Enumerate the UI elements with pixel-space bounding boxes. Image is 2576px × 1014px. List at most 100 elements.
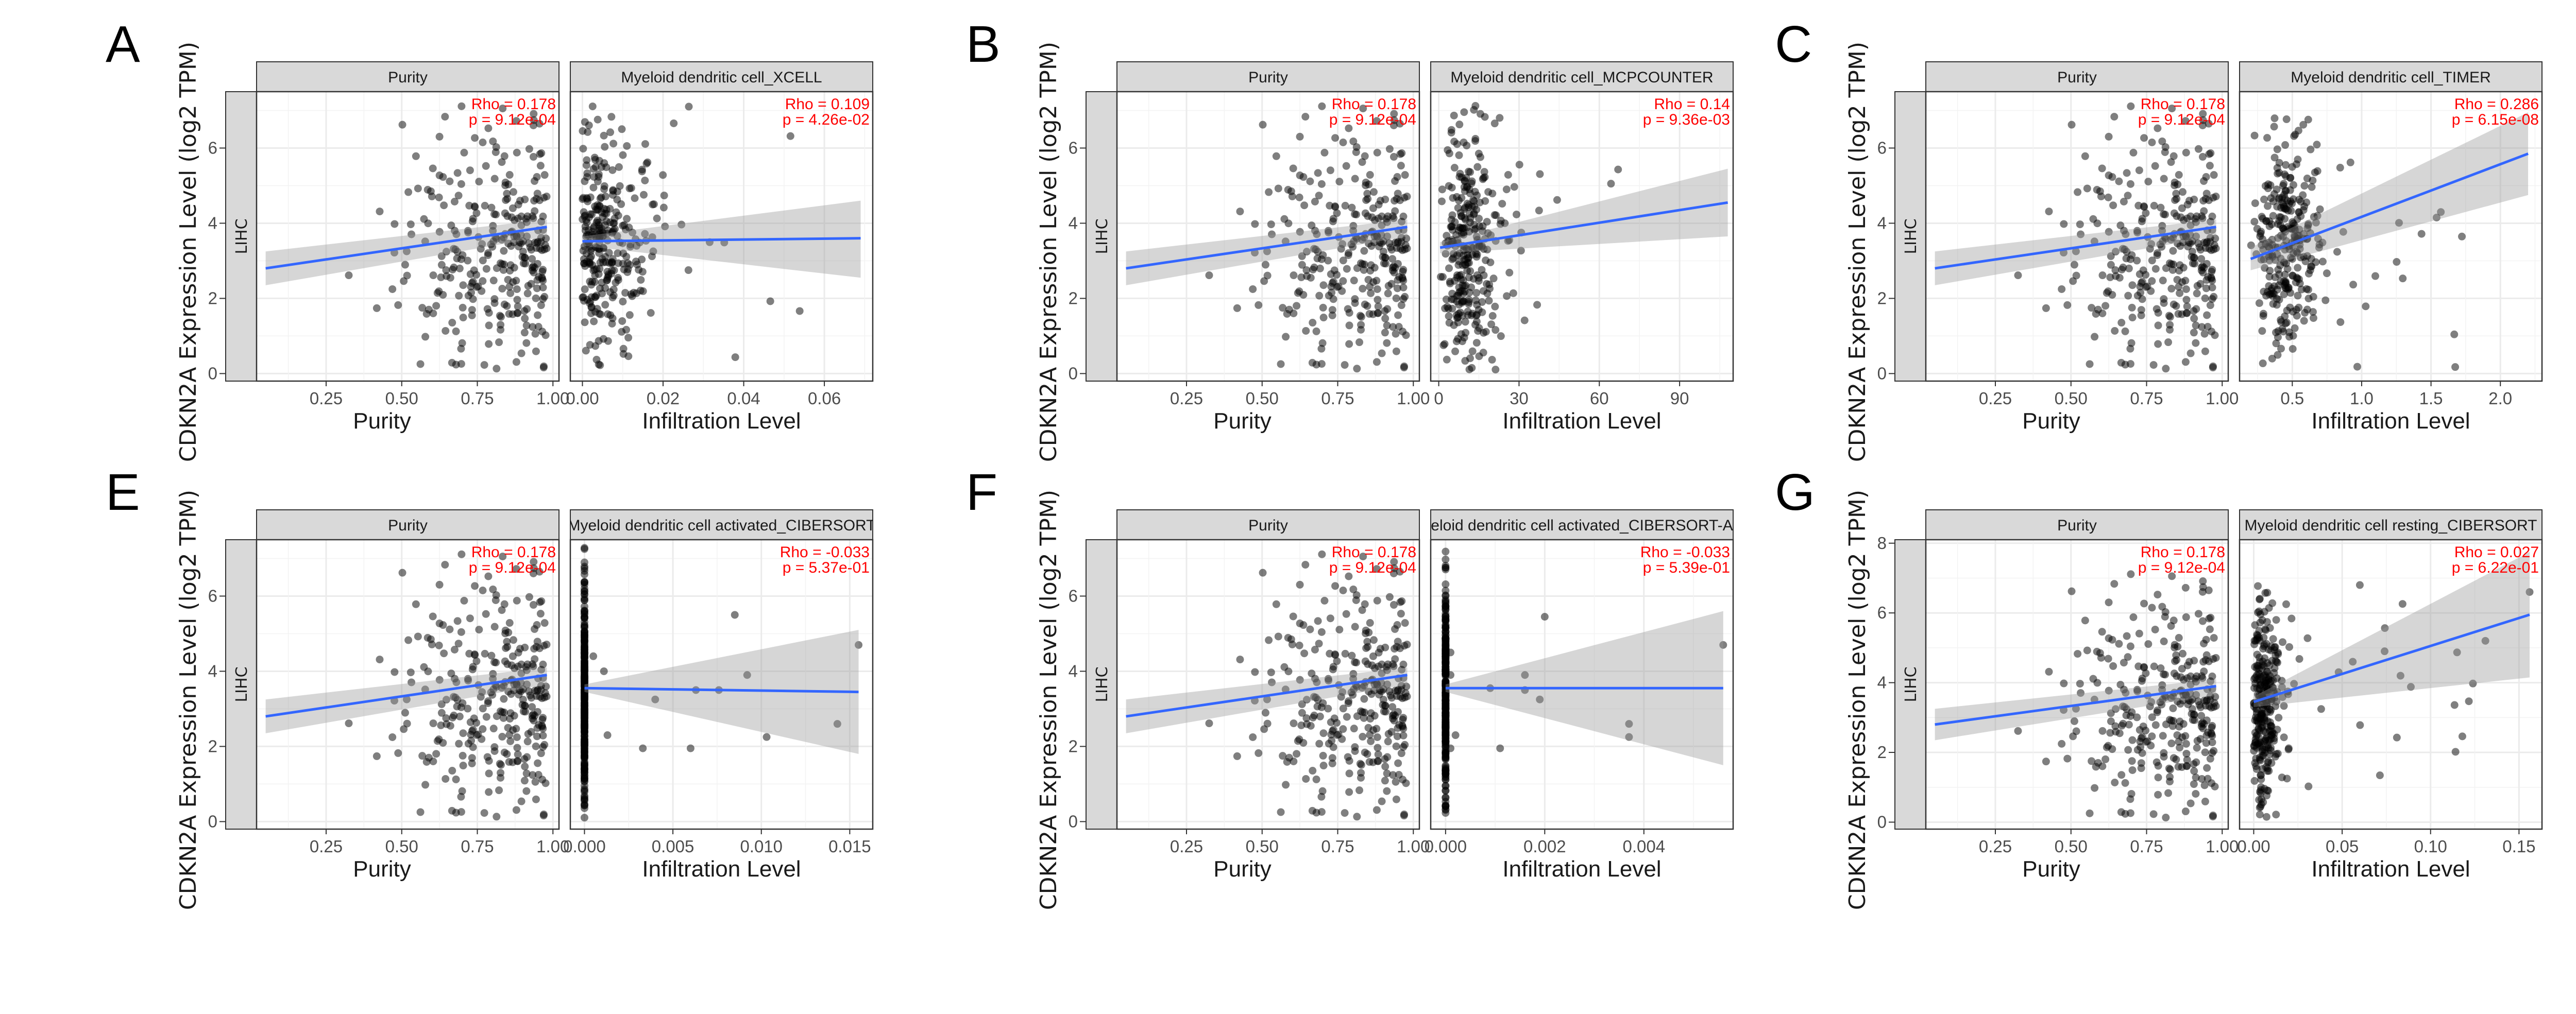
data-point [1458,212,1466,220]
x-tick-label: 0.75 [1321,389,1354,408]
data-point [1372,806,1381,814]
data-point [1535,207,1543,215]
data-point [376,208,384,216]
data-point [1339,725,1347,733]
data-point [1345,697,1353,705]
data-point [2060,679,2068,688]
p-value-label: p = 9.36e-03 [1643,111,1730,128]
data-point [1343,265,1351,273]
data-point [1402,234,1411,243]
data-point [1450,321,1458,329]
data-point [523,289,532,298]
data-point [2184,243,2192,251]
data-point [540,619,549,627]
data-point [515,691,523,699]
facet-strip [570,509,873,540]
data-point [2303,634,2312,642]
plot-area [1117,540,1419,829]
data-point [614,273,622,282]
data-point [533,732,541,741]
data-point [538,715,547,724]
x-tick-label: 0.50 [385,389,418,408]
data-point [2281,141,2290,149]
row-strip [1894,539,1926,830]
data-point [2258,616,2266,624]
data-point [489,277,498,285]
data-point [1442,794,1450,802]
data-point [2127,102,2135,110]
data-point [2133,229,2142,237]
data-point [435,287,443,296]
data-point [2309,314,2317,322]
data-point [2137,743,2145,751]
data-point [2281,194,2289,202]
data-point [2362,302,2370,311]
data-point [606,128,615,136]
data-point [1389,121,1398,129]
data-point [465,201,473,210]
data-point [580,814,588,822]
rho-label: Rho = 0.109 [785,96,870,113]
data-point [2166,778,2174,786]
x-tick-label: 0.25 [1979,389,2012,408]
data-point [1470,220,1478,229]
data-point [513,733,521,741]
data-point [2190,780,2198,788]
data-point [2285,643,2294,651]
y-axis-title: CDKN2A Expression Level (log2 TPM) [1036,42,1062,462]
plot-border [1430,539,1734,830]
data-point [1362,196,1370,204]
data-point [533,284,541,293]
data-point [1315,291,1324,300]
data-point [2159,210,2167,218]
data-point [2149,810,2158,818]
data-point [1370,686,1378,695]
data-point [524,282,532,290]
data-point [1442,719,1450,727]
data-point [1314,169,1322,177]
data-point [2264,645,2273,654]
data-point [443,272,451,280]
data-point [580,587,588,595]
data-point [580,741,588,749]
y-tick-label: 6 [1877,138,1887,157]
data-point [2182,148,2190,157]
data-point [442,696,450,704]
data-point [1398,694,1406,702]
rho-label: Rho = 0.286 [2454,96,2539,113]
facet-infiltration: Myeloid dendritic cell activated_CIBERSO… [563,509,874,882]
data-point [481,201,489,210]
data-point [442,714,450,723]
data-point [1402,331,1410,339]
data-point [1513,210,1521,218]
data-point [1345,788,1353,796]
data-point [2167,260,2176,268]
data-point [1487,320,1496,329]
y-axis-title: CDKN2A Expression Level (log2 TPM) [175,42,201,462]
data-point [2259,359,2267,368]
data-point [2266,750,2274,758]
data-point [539,212,547,220]
data-point [2142,727,2150,735]
data-point [2277,345,2285,353]
data-point [2261,264,2269,272]
data-point [621,289,630,297]
panel-letter: B [966,15,1001,73]
confidence-band [1935,679,2216,741]
data-point [1296,132,1304,141]
data-point [580,689,588,697]
data-point [512,277,520,285]
data-point [1390,558,1398,566]
data-point [2172,190,2180,198]
data-point [448,767,456,775]
data-point [1352,591,1361,599]
data-point [435,620,444,628]
data-point [624,334,633,342]
data-point [503,750,511,758]
data-point [481,649,489,658]
data-point [2175,634,2183,642]
data-point [1442,616,1450,624]
data-point [525,593,533,601]
facet-strip-label: Purity [388,517,428,534]
data-point [659,203,668,212]
